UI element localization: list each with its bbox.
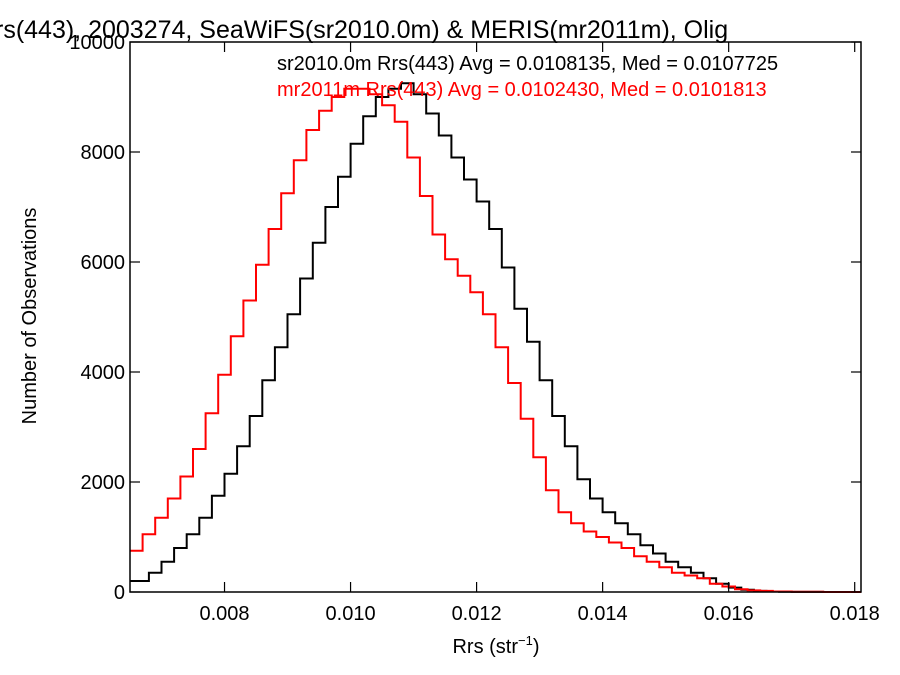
axis-ticks: 0.008 0.010 0.012 0.014 0.016 0.018 0 2000 4000 6… (69, 32, 879, 625)
x-tick-label: 0.012 (452, 603, 502, 625)
x-tick-label: 0.014 (578, 603, 628, 625)
series-layer (130, 82, 861, 593)
y-tick-label: 2000 (81, 472, 126, 494)
chart-title: rs(443), 2003274, SeaWiFS(sr2010.0m) & M… (0, 16, 728, 44)
x-tick-label: 0.018 (830, 603, 880, 625)
x-axis-label-superscript: −1 (518, 633, 533, 648)
x-axis-label-close: ) (533, 636, 540, 658)
x-tick-label: 0.008 (199, 603, 249, 625)
x-axis-label-main: Rrs (str (452, 636, 518, 658)
y-tick-label: 10000 (69, 32, 125, 54)
y-tick-label: 0 (114, 582, 125, 604)
x-tick-label: 0.016 (704, 603, 754, 625)
series-sr2010-line (130, 82, 861, 593)
legend-entry-sr2010: sr2010.0m Rrs(443) Avg = 0.0108135, Med … (277, 53, 778, 75)
plot-area-frame (129, 41, 862, 593)
x-tick-label: 0.010 (326, 603, 376, 625)
y-tick-label: 8000 (81, 142, 126, 164)
y-tick-label: 6000 (81, 252, 126, 274)
legend-entry-mr2011: mr2011m Rrs(443) Avg = 0.0102430, Med = … (277, 79, 767, 101)
y-tick-label: 4000 (81, 362, 126, 384)
series-mr2011-line (130, 87, 861, 593)
x-axis-label: Rrs (str−1) (452, 633, 539, 658)
y-axis-label: Number of Observations (19, 208, 41, 425)
